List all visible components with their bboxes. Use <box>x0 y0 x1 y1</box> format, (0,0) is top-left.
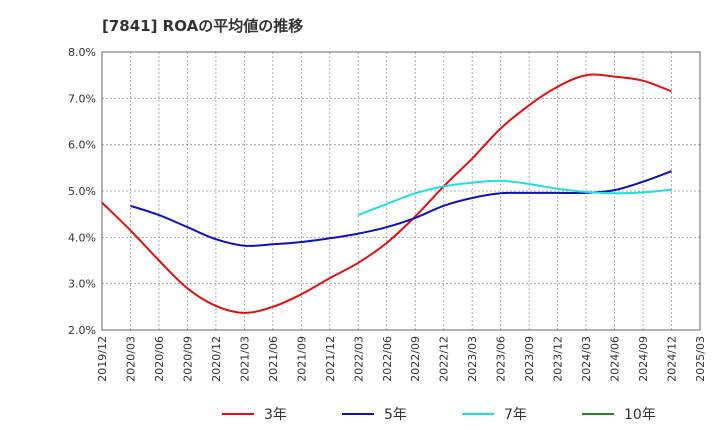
x-tick-label: 2021/12 <box>324 336 337 382</box>
y-tick-label: 7.0% <box>68 92 96 105</box>
plot-frame <box>101 51 701 331</box>
x-tick-label: 2020/06 <box>153 336 166 382</box>
x-tick-label: 2024/03 <box>580 336 593 382</box>
x-tick-label: 2020/03 <box>124 336 137 382</box>
x-tick-label: 2023/03 <box>466 336 479 382</box>
y-tick-label: 3.0% <box>68 278 96 291</box>
x-tick-label: 2019/12 <box>96 336 109 382</box>
series-line-1 <box>130 170 672 247</box>
y-tick-label: 6.0% <box>68 139 96 152</box>
x-tick-label: 2020/09 <box>181 336 194 382</box>
series-line-0 <box>101 73 672 314</box>
x-tick-label: 2024/09 <box>637 336 650 382</box>
y-tick-label: 2.0% <box>68 324 96 337</box>
y-tick-label: 4.0% <box>68 231 96 244</box>
x-tick-label: 2024/06 <box>609 336 622 382</box>
chart-title: [7841] ROAの平均値の推移 <box>102 17 303 35</box>
legend-label-1: 5年 <box>384 407 407 423</box>
x-tick-label: 2021/09 <box>295 336 308 382</box>
x-tick-label: 2024/12 <box>666 336 679 382</box>
legend-label-0: 3年 <box>264 407 287 423</box>
y-axis: 2.0% 3.0% 4.0% 5.0% 6.0% 7.0% 8.0% <box>68 46 96 337</box>
x-tick-label: 2025/03 <box>694 336 707 382</box>
x-tick-label: 2022/12 <box>438 336 451 382</box>
x-axis: 2019/12 2020/03 2020/06 2020/09 2020/12 2021/… <box>96 336 707 382</box>
legend-label-3: 10年 <box>624 407 656 423</box>
x-tick-label: 2022/09 <box>409 336 422 382</box>
x-tick-label: 2022/03 <box>352 336 365 382</box>
x-tick-label: 2023/09 <box>523 336 536 382</box>
x-tick-label: 2023/12 <box>552 336 565 382</box>
x-tick-label: 2021/03 <box>238 336 251 382</box>
series-lines <box>101 73 672 314</box>
x-tick-label: 2022/06 <box>381 336 394 382</box>
series-line-2 <box>357 179 672 217</box>
y-tick-label: 5.0% <box>68 185 96 198</box>
legend-label-2: 7年 <box>504 407 527 423</box>
legend: 3年 5年 7年 10年 <box>222 407 656 423</box>
x-tick-label: 2020/12 <box>210 336 223 382</box>
x-tick-label: 2021/06 <box>267 336 280 382</box>
y-tick-label: 8.0% <box>68 46 96 59</box>
x-tick-label: 2023/06 <box>495 336 508 382</box>
